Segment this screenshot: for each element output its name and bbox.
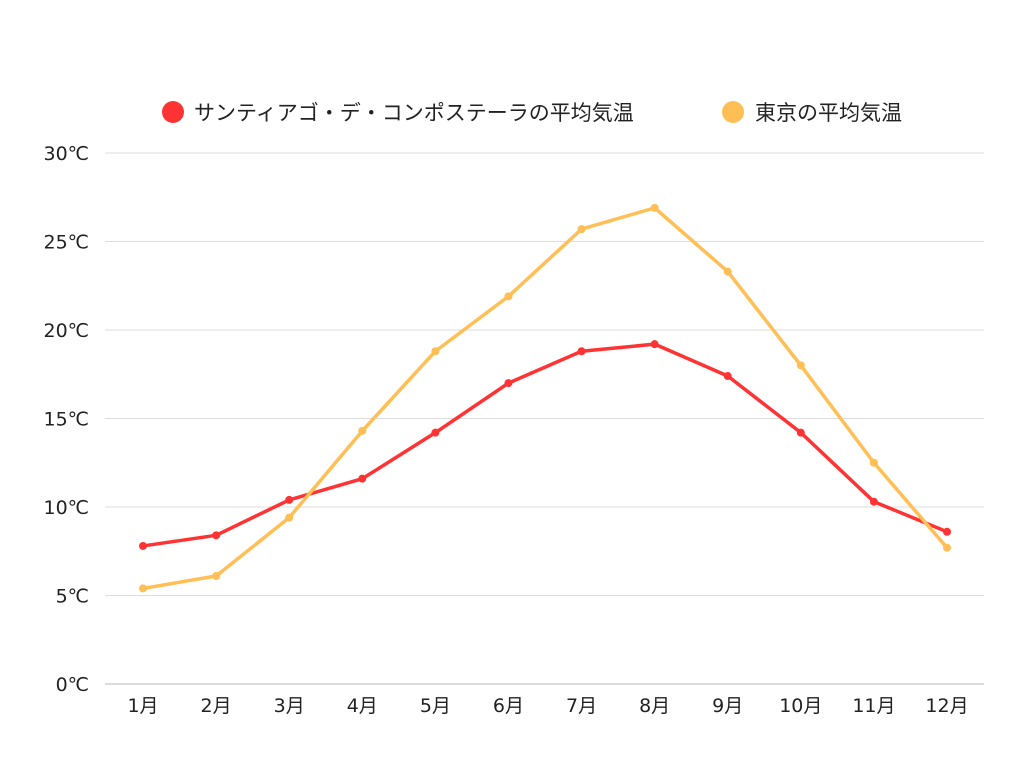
series-line-1 — [142, 206, 949, 591]
x-tick-label: 7月 — [566, 695, 597, 717]
y-tick-label: 30℃ — [43, 143, 89, 165]
legend-marker-tokyo — [722, 101, 744, 123]
x-tick-label: 5月 — [420, 695, 451, 717]
data-point-0 — [139, 541, 147, 550]
x-tick-label: 8月 — [639, 695, 670, 717]
legend: サンティアゴ・デ・コンポステーラの平均気温 東京の平均気温 — [162, 101, 902, 125]
x-tick-label: 11月 — [852, 695, 895, 717]
y-tick-label: 20℃ — [43, 320, 89, 342]
data-point-1 — [431, 347, 440, 356]
data-point-1 — [869, 458, 878, 467]
data-point-1 — [723, 267, 732, 276]
y-tick-label: 10℃ — [43, 497, 89, 519]
data-point-0 — [650, 340, 659, 349]
x-tick-label: 3月 — [274, 695, 305, 717]
x-tick-label: 1月 — [127, 695, 158, 717]
data-point-1 — [796, 361, 805, 370]
legend-label-santiago: サンティアゴ・デ・コンポステーラの平均気温 — [194, 101, 634, 125]
x-tick-label: 10月 — [779, 695, 822, 717]
x-tick-label: 6月 — [493, 695, 524, 717]
data-point-1 — [650, 203, 659, 212]
series-line-0 — [142, 342, 948, 548]
x-tick-label: 4月 — [347, 695, 378, 717]
y-tick-label: 25℃ — [43, 232, 89, 254]
data-point-1 — [358, 426, 367, 435]
data-point-0 — [285, 495, 294, 504]
data-point-1 — [577, 225, 586, 234]
legend-marker-santiago — [162, 101, 184, 123]
data-point-1 — [943, 543, 951, 552]
data-point-0 — [358, 474, 367, 483]
x-tick-label: 2月 — [201, 695, 232, 717]
data-point-0 — [504, 379, 513, 388]
data-point-1 — [504, 292, 513, 301]
data-point-0 — [943, 527, 951, 536]
data-point-0 — [431, 428, 440, 437]
y-tick-label: 0℃ — [56, 674, 89, 696]
data-point-0 — [723, 372, 732, 381]
x-tick-label: 9月 — [712, 695, 743, 717]
y-tick-label: 15℃ — [43, 409, 89, 431]
x-tick-label: 12月 — [925, 695, 968, 717]
data-point-0 — [869, 497, 878, 506]
data-point-1 — [285, 513, 294, 522]
data-point-1 — [212, 572, 221, 581]
data-point-1 — [139, 584, 147, 593]
data-point-0 — [796, 428, 805, 437]
data-point-0 — [212, 531, 221, 540]
data-point-0 — [577, 347, 586, 356]
legend-label-tokyo: 東京の平均気温 — [755, 101, 902, 125]
y-tick-label: 5℃ — [56, 586, 89, 608]
